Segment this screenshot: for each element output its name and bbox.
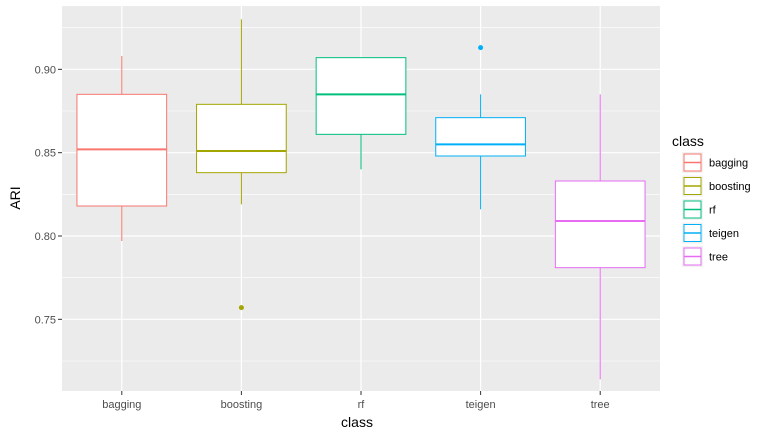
y-tick-label: 0.85 bbox=[35, 148, 56, 160]
legend-title: class bbox=[672, 133, 704, 149]
x-axis: bagging boosting rf teigen tree bbox=[102, 391, 610, 411]
legend-item-rf: rf bbox=[682, 199, 717, 220]
x-tick-label: bagging bbox=[102, 399, 141, 411]
legend-label: boosting bbox=[709, 181, 751, 193]
box-body bbox=[315, 57, 407, 135]
box-bagging bbox=[76, 56, 168, 241]
outlier-point bbox=[238, 305, 244, 311]
box-body bbox=[196, 103, 287, 174]
boxes bbox=[76, 19, 646, 380]
legend-item-bagging: bagging bbox=[682, 152, 748, 173]
legend-item-tree: tree bbox=[682, 246, 728, 267]
legend-label: rf bbox=[709, 205, 717, 217]
y-axis-title: ARI bbox=[7, 186, 23, 209]
x-tick-label: rf bbox=[358, 399, 366, 411]
y-tick-label: 0.75 bbox=[35, 314, 56, 326]
legend-label: bagging bbox=[709, 158, 748, 170]
box-body bbox=[435, 117, 526, 157]
y-axis: 0.75 0.80 0.85 0.90 bbox=[35, 64, 62, 326]
legend-item-boosting: boosting bbox=[682, 175, 751, 197]
box-body bbox=[554, 180, 646, 269]
x-tick-label: teigen bbox=[466, 399, 496, 411]
y-tick-label: 0.80 bbox=[35, 231, 56, 243]
legend: class bagging boosting rf teigen tree bbox=[672, 133, 751, 267]
x-tick-label: tree bbox=[591, 399, 610, 411]
box-boosting bbox=[196, 19, 287, 311]
y-tick-label: 0.90 bbox=[35, 64, 56, 76]
box-tree bbox=[554, 94, 646, 380]
legend-label: tree bbox=[709, 252, 728, 264]
legend-label: teigen bbox=[709, 228, 739, 240]
legend-item-teigen: teigen bbox=[682, 222, 739, 244]
box-rf bbox=[315, 57, 407, 170]
x-axis-title: class bbox=[341, 414, 373, 430]
outlier-point bbox=[478, 45, 484, 51]
box-teigen bbox=[435, 45, 526, 210]
x-tick-label: boosting bbox=[221, 399, 263, 411]
